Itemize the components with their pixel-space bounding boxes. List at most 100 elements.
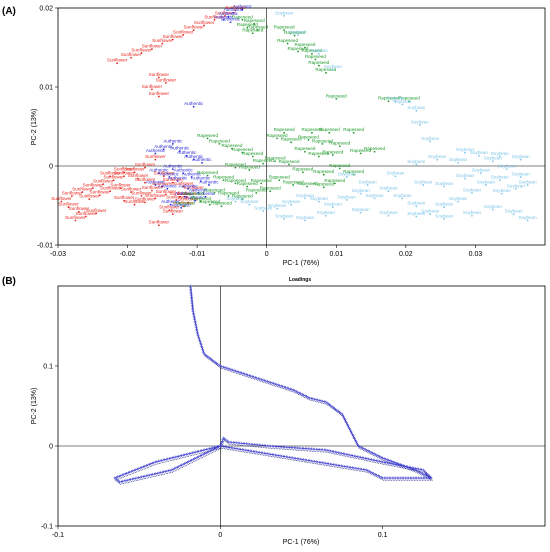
loading-mark	[244, 373, 248, 376]
loading-dot	[340, 454, 342, 456]
loading-mark	[277, 454, 280, 457]
loading-dot	[313, 450, 315, 452]
loading-dot	[294, 459, 296, 461]
loading-mark	[359, 446, 363, 449]
loading-dot	[258, 380, 260, 382]
loading-mark	[191, 458, 195, 461]
loading-dot	[351, 469, 352, 471]
loading-mark	[379, 455, 383, 459]
loading-dot	[133, 472, 135, 474]
loading-mark	[135, 476, 139, 480]
loading-dot	[384, 464, 386, 465]
loading-dot	[412, 469, 414, 471]
loading-dot	[407, 479, 409, 481]
loading-dot	[314, 463, 316, 465]
point-label-sunflower: Sunflower	[183, 25, 204, 30]
loading-mark	[327, 449, 331, 453]
loading-mark	[376, 459, 380, 463]
loading-dot	[332, 453, 334, 454]
loading-dot	[195, 453, 197, 455]
loading-mark	[193, 457, 196, 461]
loading-mark	[189, 451, 193, 455]
loading-mark	[412, 466, 416, 470]
loading-mark	[348, 453, 351, 457]
point-sunflower	[123, 175, 125, 178]
loading-mark	[174, 466, 178, 470]
loading-mark	[244, 448, 247, 452]
loading-dot	[295, 392, 297, 394]
loading-dot	[324, 464, 326, 466]
point-label-sunflower: Sunflower	[62, 190, 83, 195]
loading-dot	[293, 391, 295, 393]
loading-mark	[235, 370, 239, 373]
loading-mark	[325, 462, 329, 465]
point-sunflower	[60, 200, 63, 203]
loading-mark	[392, 462, 395, 466]
point-label-authentic: Authentic	[174, 168, 194, 173]
loading-dot	[307, 450, 309, 452]
loading-mark	[209, 446, 213, 450]
point-sunflower	[137, 177, 139, 180]
point-label-sunflower: Sunflower	[173, 181, 194, 186]
point-rapeseed	[220, 205, 223, 208]
loading-dot	[194, 454, 196, 456]
point-soybean	[436, 158, 439, 161]
point-label-soybean: Soybean	[407, 159, 426, 164]
point-rapeseed	[352, 131, 355, 134]
loading-mark	[228, 367, 231, 371]
loading-mark	[297, 457, 301, 461]
loading-dot	[264, 382, 266, 384]
loading-dot	[183, 456, 185, 458]
loading-dot	[324, 403, 326, 405]
loading-mark	[350, 466, 354, 470]
point-label-soybean: Soybean	[470, 150, 489, 155]
point-sunflower	[144, 201, 146, 204]
loading-dot	[402, 479, 404, 481]
loading-dot	[397, 479, 399, 481]
loading-dot	[171, 471, 173, 473]
loading-dot	[266, 382, 268, 384]
loading-mark	[264, 379, 268, 383]
loading-dot	[191, 295, 193, 297]
loading-mark	[237, 447, 241, 451]
point-rapeseed	[335, 97, 338, 100]
loading-dot	[368, 460, 370, 462]
loading-mark	[200, 449, 204, 452]
loading-dot	[383, 463, 384, 465]
loading-mark	[300, 392, 304, 396]
point-label-soybean: Soybean	[484, 156, 503, 161]
x-tick-label: 0.1	[378, 532, 388, 539]
loading-mark	[321, 461, 324, 465]
loading-dot	[364, 450, 366, 452]
point-soybean	[234, 200, 237, 203]
point-authentic	[227, 15, 230, 18]
loading-dot	[212, 451, 213, 453]
x-tick-label: -0.02	[120, 251, 136, 258]
loading-dot	[157, 475, 159, 476]
loading-dot	[389, 479, 391, 481]
loading-dot	[186, 464, 188, 466]
loading-mark	[343, 418, 347, 422]
loading-mark	[255, 450, 258, 454]
point-label-sunflower: Sunflower	[142, 84, 163, 89]
loading-dot	[189, 463, 191, 465]
loading-mark	[352, 435, 356, 439]
point-rapeseed	[373, 150, 376, 153]
point-soybean	[443, 218, 446, 220]
point-label-rapeseed: Rapeseed	[260, 186, 281, 191]
loading-dot	[131, 473, 133, 475]
loading-mark	[374, 453, 377, 456]
point-label-authentic: Authentic	[158, 183, 178, 188]
loading-dot	[172, 459, 174, 461]
point-authentic	[222, 18, 225, 21]
loading-mark	[195, 329, 199, 333]
loading-dot	[311, 462, 313, 464]
point-soybean	[480, 172, 482, 175]
loading-mark	[414, 467, 417, 470]
loading-mark	[387, 461, 391, 465]
loading-dot	[232, 444, 233, 445]
loading-mark	[123, 472, 127, 476]
loading-mark	[203, 452, 206, 456]
point-label-rapeseed: Rapeseed	[329, 163, 350, 168]
loading-dot	[398, 466, 400, 468]
